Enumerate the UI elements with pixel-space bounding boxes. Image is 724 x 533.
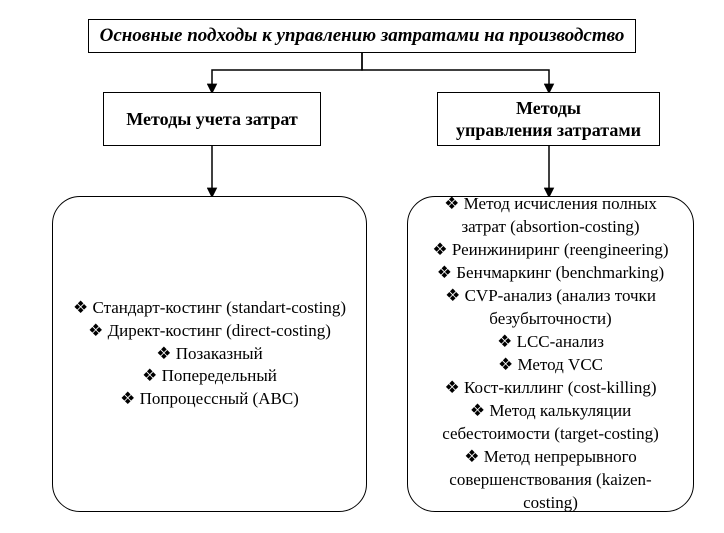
management-methods-list: Метод исчисления полных затрат (absortio… (424, 215, 677, 493)
list-item: Стандарт-костинг (standart-costing) (73, 297, 346, 320)
list-item: Реинжиниринг (reengineering) (432, 239, 668, 262)
list-item: Позаказный (156, 343, 262, 366)
title-text: Основные подходы к управлению затратами … (100, 25, 625, 47)
title-box: Основные подходы к управлению затратами … (88, 19, 636, 53)
list-item: Бенчмаркинг (benchmarking) (437, 262, 664, 285)
list-item: Попередельный (142, 365, 277, 388)
list-item: LCC-анализ (497, 331, 604, 354)
list-item: CVP-анализ (анализ точки безубыточности) (424, 285, 677, 331)
list-item: Директ-костинг (direct-costing) (88, 320, 331, 343)
accounting-methods-list: Стандарт-костинг (standart-costing)Дирек… (69, 215, 350, 493)
list-item: Попроцессный (АВС) (120, 388, 299, 411)
diagram-canvas: Основные подходы к управлению затратами … (0, 0, 724, 533)
branch-heading-label: Методыуправления затратами (456, 97, 641, 142)
list-item: Метод непрерывного совершенствования (ka… (424, 446, 677, 515)
branch-heading-accounting: Методы учета затрат (103, 92, 321, 146)
branch-heading-label: Методы учета затрат (126, 108, 297, 131)
branch-content-management: Метод исчисления полных затрат (absortio… (407, 196, 694, 512)
branch-heading-management: Методыуправления затратами (437, 92, 660, 146)
list-item: Метод калькуляции себестоимости (target-… (424, 400, 677, 446)
branch-content-accounting: Стандарт-костинг (standart-costing)Дирек… (52, 196, 367, 512)
list-item: Кост-киллинг (cost-killing) (444, 377, 656, 400)
list-item: Метод VCC (498, 354, 603, 377)
list-item: Метод исчисления полных затрат (absortio… (424, 193, 677, 239)
